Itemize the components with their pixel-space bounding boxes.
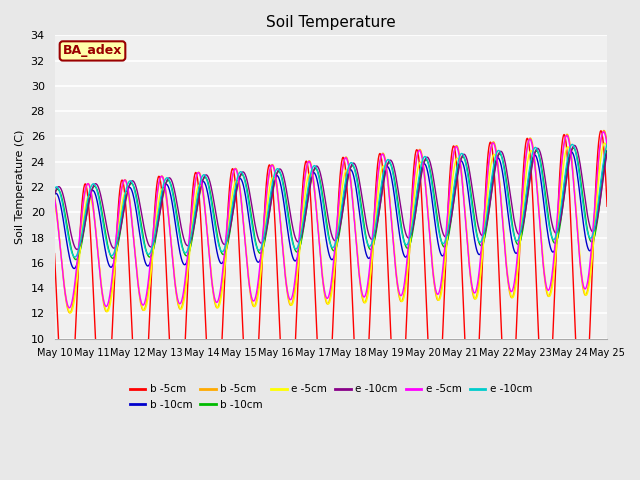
Legend: b -5cm, b -10cm, b -5cm, b -10cm, e -5cm, e -10cm, e -5cm, e -10cm: b -5cm, b -10cm, b -5cm, b -10cm, e -5cm…: [125, 380, 536, 414]
Y-axis label: Soil Temperature (C): Soil Temperature (C): [15, 130, 25, 244]
Title: Soil Temperature: Soil Temperature: [266, 15, 396, 30]
Text: BA_adex: BA_adex: [63, 45, 122, 58]
